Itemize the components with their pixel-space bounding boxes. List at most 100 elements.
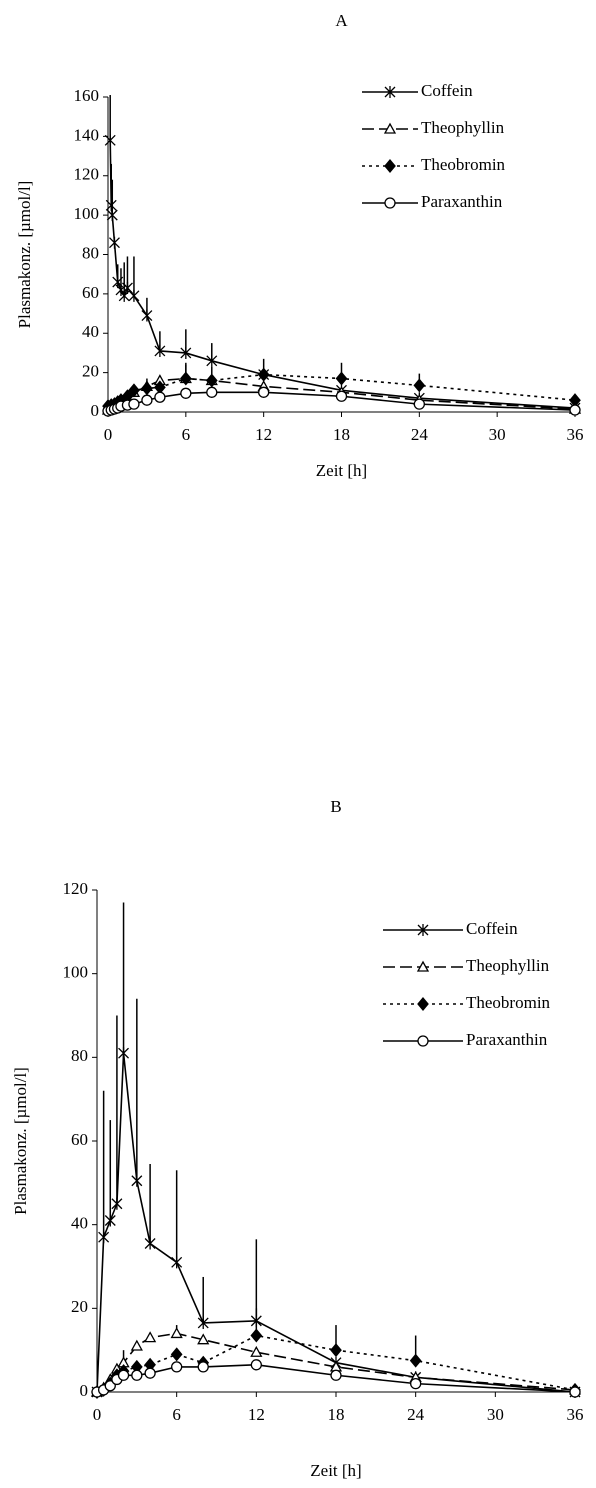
- marker: [179, 371, 192, 386]
- legend-label: Paraxanthin: [421, 192, 503, 211]
- marker: [330, 1343, 342, 1358]
- y-tick-label: 60: [71, 1130, 88, 1149]
- y-tick-label: 160: [74, 86, 100, 105]
- marker: [117, 1369, 130, 1381]
- legend-marker: [383, 122, 397, 134]
- marker: [109, 236, 120, 249]
- x-tick-label: 18: [333, 425, 350, 444]
- marker: [131, 1174, 143, 1187]
- marker: [104, 1214, 116, 1227]
- marker: [205, 373, 218, 388]
- x-tick-label: 36: [567, 425, 584, 444]
- series-line: [109, 140, 576, 409]
- marker: [131, 1369, 143, 1381]
- marker: [206, 354, 218, 367]
- legend-marker: [417, 1035, 429, 1047]
- marker: [335, 390, 348, 402]
- marker: [121, 281, 133, 294]
- marker: [141, 394, 153, 406]
- marker: [250, 1345, 263, 1357]
- legend-label: Coffein: [421, 81, 473, 100]
- marker: [144, 1367, 156, 1379]
- marker: [154, 391, 166, 403]
- marker: [410, 1377, 422, 1390]
- x-tick-label: 36: [567, 1405, 584, 1424]
- panel-title: B: [330, 797, 341, 816]
- marker: [128, 398, 140, 410]
- marker: [128, 383, 140, 398]
- marker: [171, 1256, 183, 1269]
- marker: [144, 1237, 156, 1250]
- legend-label: Paraxanthin: [466, 1030, 548, 1049]
- marker: [413, 398, 425, 410]
- marker: [250, 1328, 263, 1343]
- marker: [111, 1197, 123, 1210]
- marker: [206, 386, 218, 398]
- marker: [569, 404, 581, 416]
- marker: [130, 1339, 143, 1351]
- marker: [250, 1359, 262, 1371]
- marker: [98, 1231, 110, 1244]
- marker: [170, 1327, 183, 1339]
- marker: [180, 346, 192, 359]
- legend-label: Theophyllin: [466, 956, 550, 975]
- marker: [413, 378, 426, 393]
- marker: [257, 367, 270, 382]
- legend-marker: [417, 996, 429, 1012]
- x-tick-label: 6: [182, 425, 191, 444]
- x-axis-label: Zeit [h]: [310, 1461, 361, 1480]
- legend-marker: [417, 924, 429, 936]
- marker: [335, 371, 348, 386]
- legend-label: Theobromin: [466, 993, 551, 1012]
- marker: [154, 344, 166, 357]
- marker: [141, 309, 153, 322]
- legend-marker: [384, 86, 396, 98]
- marker: [197, 1333, 210, 1345]
- legend-label: Theobromin: [421, 155, 506, 174]
- y-tick-label: 100: [74, 204, 100, 223]
- x-tick-label: 30: [489, 425, 506, 444]
- y-tick-label: 20: [82, 362, 99, 381]
- marker: [197, 1316, 209, 1329]
- y-tick-label: 40: [71, 1214, 88, 1233]
- x-tick-label: 12: [255, 425, 272, 444]
- marker: [330, 1369, 342, 1381]
- panel-title: A: [335, 11, 348, 30]
- marker: [171, 1361, 183, 1373]
- x-tick-label: 18: [328, 1405, 345, 1424]
- marker: [118, 1047, 130, 1060]
- marker: [105, 199, 117, 212]
- y-tick-label: 80: [71, 1046, 88, 1065]
- marker: [180, 387, 192, 399]
- legend-marker: [384, 197, 396, 209]
- marker: [569, 1386, 581, 1398]
- marker: [144, 1331, 157, 1343]
- y-tick-label: 120: [74, 165, 100, 184]
- marker: [197, 1361, 209, 1373]
- marker: [141, 381, 153, 396]
- y-tick-label: 140: [74, 125, 100, 144]
- marker: [128, 289, 140, 302]
- x-tick-label: 30: [487, 1405, 504, 1424]
- x-tick-label: 24: [411, 425, 429, 444]
- marker: [170, 1347, 183, 1362]
- marker: [106, 209, 118, 222]
- marker: [258, 386, 270, 398]
- y-tick-label: 120: [63, 879, 89, 898]
- y-axis-label: Plasmakonz. [µmol/l]: [15, 181, 34, 329]
- legend-label: Coffein: [466, 919, 518, 938]
- x-tick-label: 0: [93, 1405, 102, 1424]
- x-axis-label: Zeit [h]: [316, 461, 367, 480]
- x-tick-label: 6: [172, 1405, 181, 1424]
- legend-label: Theophyllin: [421, 118, 505, 137]
- y-axis-label: Plasmakonz. [µmol/l]: [11, 1067, 30, 1215]
- marker: [104, 134, 116, 147]
- marker: [409, 1353, 422, 1368]
- x-tick-label: 0: [104, 425, 113, 444]
- y-tick-label: 20: [71, 1297, 88, 1316]
- legend-marker: [384, 158, 396, 174]
- y-tick-label: 80: [82, 243, 99, 262]
- legend-marker: [416, 960, 430, 972]
- y-tick-label: 40: [82, 322, 99, 341]
